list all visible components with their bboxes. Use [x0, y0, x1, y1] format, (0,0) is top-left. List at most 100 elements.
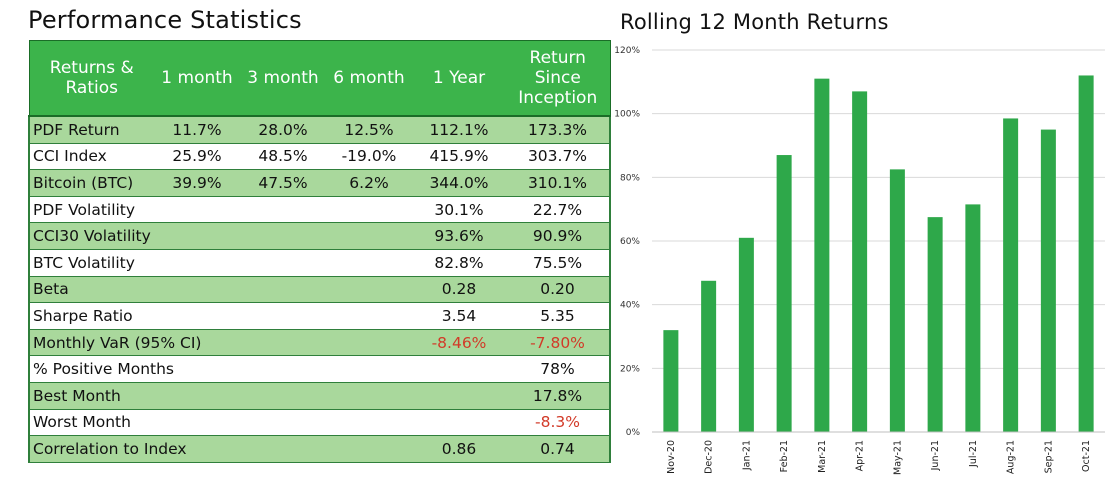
cell-6-month [326, 355, 412, 383]
header-1-month: 1 month [154, 40, 240, 117]
header-3-month: 3 month [240, 40, 326, 117]
row-label: Correlation to Index [28, 435, 187, 463]
table-row: Bitcoin (BTC) 39.9% 47.5% 6.2% 344.0% 31… [28, 169, 611, 197]
cell-1-month [154, 222, 240, 250]
cell-1-year: 93.6% [412, 222, 506, 250]
y-tick-label: 80% [620, 173, 640, 183]
cell-6-month: 6.2% [326, 169, 412, 197]
cell-1-month [154, 408, 240, 437]
x-tick-label: Sep-21 [1043, 440, 1054, 473]
cell-since-inception: 78% [506, 355, 611, 383]
cell-3-month: 48.5% [240, 142, 326, 171]
cell-1-year [412, 355, 506, 383]
cell-6-month [326, 222, 412, 250]
x-tick-label: Feb-21 [779, 440, 790, 472]
bar-dec-20 [701, 280, 717, 432]
x-tick-label: Jun-21 [930, 440, 941, 471]
cell-1-month: 25.9% [154, 142, 240, 171]
table-row: Beta 0.28 0.20 [28, 275, 611, 304]
rolling-returns-bar-chart: 0% 20% 40% 60% 80% 100% 120% Nov-20 Dec-20 Jan-21… [614, 46, 1105, 475]
bar-nov-20 [663, 330, 679, 432]
x-tick-label: Aug-21 [1006, 440, 1017, 474]
table-row: Sharpe Ratio 3.54 5.35 [28, 302, 611, 330]
cell-1-month [154, 328, 240, 357]
cell-since-inception: 0.20 [506, 275, 611, 304]
y-tick-label: 60% [620, 237, 640, 247]
cell-6-month [326, 435, 412, 463]
bar-aug-21 [1003, 118, 1019, 433]
header-6-month: 6 month [326, 40, 412, 117]
cell-6-month: 12.5% [326, 115, 412, 144]
x-tick-label: Jul-21 [968, 440, 979, 468]
cell-6-month [326, 381, 412, 410]
cell-since-inception: 310.1% [506, 169, 611, 197]
cell-since-inception: -8.3% [506, 408, 611, 437]
cell-1-year [412, 381, 506, 410]
performance-table: Returns & Ratios 1 month 3 month 6 month… [28, 40, 611, 463]
cell-1-year: 415.9% [412, 142, 506, 171]
cell-1-year: 3.54 [412, 302, 506, 330]
row-label: % Positive Months [28, 355, 174, 383]
y-tick-label: 40% [620, 301, 640, 311]
header-returns-ratios: Returns & Ratios [28, 40, 154, 117]
cell-6-month [326, 195, 412, 224]
bar-apr-21 [852, 91, 868, 432]
y-tick-label: 120% [614, 46, 640, 56]
cell-since-inception: 90.9% [506, 222, 611, 250]
cell-1-year: 0.28 [412, 275, 506, 304]
cell-1-month [154, 195, 240, 224]
cell-since-inception: 303.7% [506, 142, 611, 171]
cell-1-year: -8.46% [412, 328, 506, 357]
cell-since-inception: 75.5% [506, 248, 611, 277]
cell-3-month: 28.0% [240, 115, 326, 144]
cell-6-month [326, 408, 412, 437]
rolling-returns-title: Rolling 12 Month Returns [620, 10, 889, 34]
x-tick-label: May-21 [892, 440, 903, 475]
cell-3-month: 47.5% [240, 169, 326, 197]
table-row: Monthly VaR (95% CI) -8.46% -7.80% [28, 328, 611, 357]
cell-3-month [240, 435, 326, 463]
table-header-row: Returns & Ratios 1 month 3 month 6 month… [28, 40, 611, 117]
cell-1-month [154, 275, 240, 304]
cell-1-month [154, 435, 240, 463]
cell-3-month [240, 408, 326, 437]
cell-since-inception: 5.35 [506, 302, 611, 330]
table-row: PDF Volatility 30.1% 22.7% [28, 195, 611, 224]
cell-1-month: 11.7% [154, 115, 240, 144]
row-label: Worst Month [28, 408, 154, 437]
bar-mar-21 [814, 78, 830, 433]
cell-3-month [240, 381, 326, 410]
header-since-inception: Return Since Inception [506, 40, 611, 117]
table-row: BTC Volatility 82.8% 75.5% [28, 248, 611, 277]
y-tick-label: 20% [620, 364, 640, 374]
y-tick-label: 0% [626, 428, 641, 438]
header-1-year: 1 Year [412, 40, 506, 117]
cell-1-month [154, 248, 240, 277]
cell-since-inception: 0.74 [506, 435, 611, 463]
row-label: CCI Index [28, 142, 154, 171]
table-row: PDF Return 11.7% 28.0% 12.5% 112.1% 173.… [28, 115, 611, 144]
cell-1-month [154, 381, 240, 410]
bar-may-21 [889, 169, 905, 432]
table-row: % Positive Months 78% [28, 355, 611, 383]
x-tick-label: Dec-20 [704, 440, 715, 474]
x-tick-label: Nov-20 [666, 440, 677, 474]
table-row: Worst Month -8.3% [28, 408, 611, 437]
table-row: Best Month 17.8% [28, 381, 611, 410]
bar-jan-21 [738, 237, 754, 432]
table-row: CCI30 Volatility 93.6% 90.9% [28, 222, 611, 250]
cell-6-month [326, 248, 412, 277]
cell-1-year: 0.86 [412, 435, 506, 463]
cell-6-month [326, 302, 412, 330]
cell-since-inception: -7.80% [506, 328, 611, 357]
performance-statistics-title: Performance Statistics [28, 6, 302, 34]
y-tick-label: 100% [614, 110, 640, 120]
bar-sep-21 [1040, 129, 1056, 432]
cell-1-year [412, 408, 506, 437]
cell-3-month [240, 195, 326, 224]
row-label: Sharpe Ratio [28, 302, 154, 330]
bar-jul-21 [965, 204, 981, 432]
row-label: Beta [28, 275, 154, 304]
row-label: CCI30 Volatility [28, 222, 154, 250]
cell-1-month: 39.9% [154, 169, 240, 197]
